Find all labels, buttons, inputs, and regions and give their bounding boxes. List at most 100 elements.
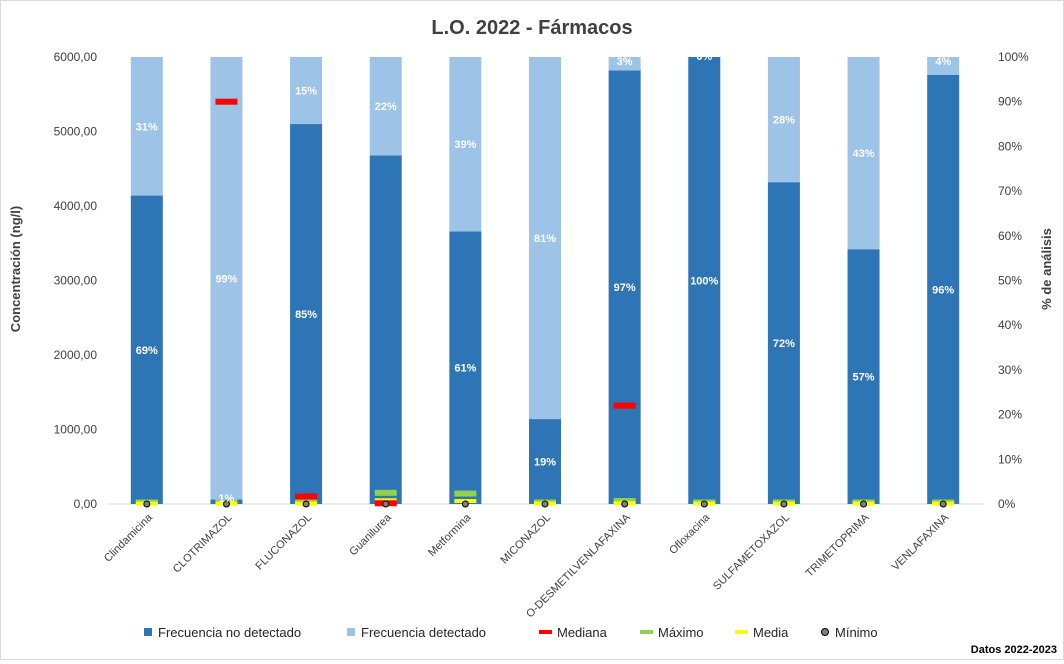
bar-detectado: [449, 57, 482, 232]
y-tick-label: 3000,00: [54, 274, 98, 288]
x-category-label: CLOTRIMAZOL: [171, 512, 235, 576]
y-tick-label: 6000,00: [54, 50, 98, 64]
legend-swatch: [144, 628, 152, 636]
x-category-label: Guanilurea: [347, 511, 394, 558]
legend-swatch: [821, 628, 829, 636]
bar-no-detectado: [290, 124, 323, 505]
y-axis-right: 0% 10% 20% 30% 40% 50% 60% 70% 80% 90% 100%: [998, 50, 1029, 511]
bar-no-detectado: [847, 249, 880, 504]
bars: [130, 57, 960, 505]
bar-no-detectado: [130, 195, 163, 504]
data-label: 4%: [935, 56, 951, 68]
marker-minimo: [382, 500, 390, 508]
data-label: 3%: [617, 56, 633, 68]
legend-swatch: [735, 630, 748, 634]
bar-no-detectado: [767, 182, 800, 504]
legend-label: Mediana: [557, 625, 608, 640]
legend-label: Frecuencia no detectado: [158, 625, 301, 640]
bar-detectado: [927, 57, 960, 75]
y2-tick-label: 30%: [998, 363, 1022, 377]
marker-minimo: [222, 500, 230, 508]
y2-tick-label: 90%: [998, 95, 1022, 109]
data-label: 96%: [932, 284, 954, 296]
data-label: 99%: [215, 273, 237, 285]
x-category-label: Ofloxacina: [667, 511, 713, 557]
marker-minimo: [461, 500, 469, 508]
legend-label: Mínimo: [835, 625, 878, 640]
legend-swatch: [347, 628, 355, 636]
x-axis: Clindamicina CLOTRIMAZOL FLUCONAZOL Guanilu…: [102, 511, 952, 620]
legend-item: Media: [735, 625, 789, 640]
marker-minimo: [780, 500, 788, 508]
y2-tick-label: 60%: [998, 229, 1022, 243]
data-label: 69%: [136, 345, 158, 357]
legend-item: Frecuencia detectado: [347, 625, 486, 640]
y2-axis-title: % de análisis: [1039, 228, 1054, 310]
marker-mediana: [613, 402, 636, 409]
bar-detectado: [529, 57, 561, 420]
data-label: 19%: [534, 457, 556, 469]
bar-detectado: [210, 57, 243, 500]
bar-no-detectado: [688, 57, 721, 504]
y-axis-title: Concentración (ng/l): [8, 206, 23, 332]
y-axis-left: 0,00 1000,00 2000,00 3000,00 4000,00 5000,00 6…: [54, 50, 98, 511]
data-label: 22%: [375, 101, 397, 113]
x-category-label: VENLAFAXINA: [890, 511, 952, 573]
data-label: 72%: [773, 338, 795, 350]
bar-detectado: [767, 57, 800, 183]
legend-item: Frecuencia no detectado: [144, 625, 301, 640]
legend-swatch: [640, 630, 653, 634]
data-label: 81%: [534, 233, 556, 245]
bar-no-detectado: [927, 74, 960, 504]
x-category-label: FLUCONAZOL: [253, 512, 314, 573]
data-label: 57%: [853, 372, 875, 384]
y2-tick-label: 0%: [998, 497, 1016, 511]
y2-tick-label: 100%: [998, 50, 1029, 64]
x-category-label: MICONAZOL: [498, 512, 553, 567]
legend: Frecuencia no detectado Frecuencia detect…: [144, 625, 878, 640]
marker-minimo: [860, 500, 868, 508]
marker-mediana: [295, 493, 318, 500]
marker-mediana: [215, 98, 238, 105]
y2-tick-label: 10%: [998, 452, 1022, 466]
marker-minimo: [621, 500, 629, 508]
bar-detectado: [608, 57, 641, 71]
data-label: 97%: [614, 282, 636, 294]
bar-detectado: [847, 57, 880, 250]
legend-label: Media: [753, 625, 789, 640]
y-tick-label: 5000,00: [54, 125, 98, 139]
data-labels: 69% 31% 1% 99% 85% 15% 22% 61% 39% 19% 81% 97% 3% 100…: [136, 51, 955, 505]
y2-tick-label: 80%: [998, 139, 1022, 153]
data-label: 15%: [295, 86, 317, 98]
marker-minimo: [939, 500, 947, 508]
bar-detectado: [369, 57, 402, 156]
bar-no-detectado: [369, 155, 402, 504]
legend-item: Máximo: [640, 625, 704, 640]
bar-no-detectado: [608, 70, 641, 504]
data-label: 43%: [853, 148, 875, 160]
y-tick-label: 4000,00: [54, 199, 98, 213]
marker-minimo: [302, 500, 310, 508]
markers: [135, 98, 955, 508]
y2-tick-label: 50%: [998, 274, 1022, 288]
marker-maximo: [374, 489, 397, 496]
y-tick-label: 0,00: [74, 497, 98, 511]
data-label: 39%: [454, 139, 476, 151]
data-label: 85%: [295, 309, 317, 321]
data-label: 100%: [690, 276, 718, 288]
legend-label: Frecuencia detectado: [361, 625, 486, 640]
y2-tick-label: 40%: [998, 318, 1022, 332]
y-tick-label: 2000,00: [54, 348, 98, 362]
marker-maximo: [454, 490, 477, 497]
y2-tick-label: 70%: [998, 184, 1022, 198]
bar-detectado: [130, 57, 163, 196]
bar-no-detectado: [449, 231, 482, 504]
x-category-label: Clindamicina: [102, 511, 156, 565]
marker-minimo: [143, 500, 151, 508]
footnote: Datos 2022-2023: [971, 644, 1057, 656]
data-label: 61%: [454, 363, 476, 375]
x-category-label: Metformina: [426, 511, 474, 559]
legend-item: Mínimo: [821, 625, 878, 640]
